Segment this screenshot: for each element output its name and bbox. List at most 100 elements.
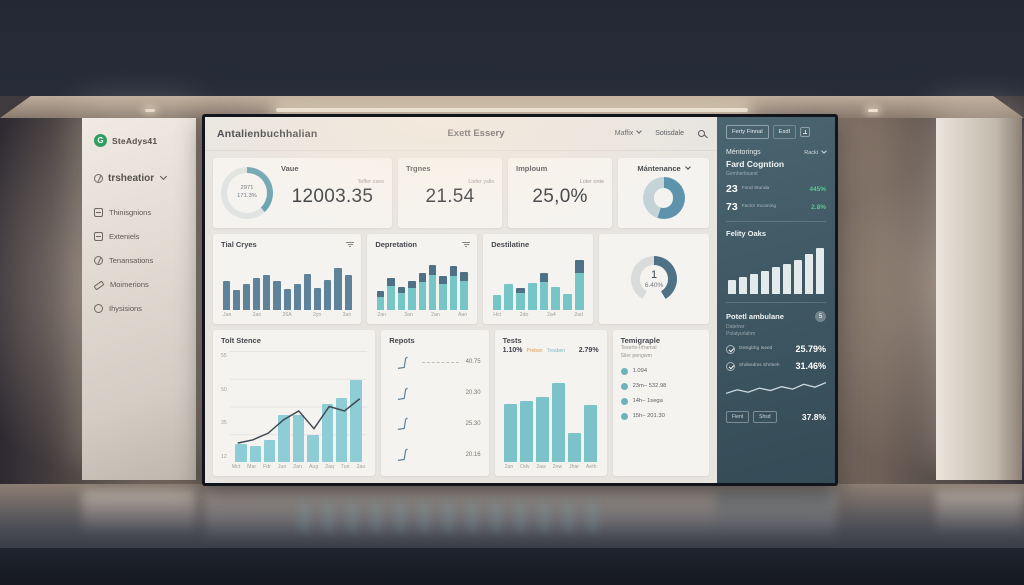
stat-value: 23 [726,183,738,195]
right-panel: Ferty Finnal Exdl Méntorings Racki Fard … [717,117,835,483]
led-light-strip [276,108,748,112]
filter-icon[interactable] [346,242,355,247]
header-dropdown[interactable]: Maffix [615,128,643,137]
tests-label-2: Treaben [546,347,566,354]
legend-dot-icon [620,412,628,420]
section-subheading: Gemherbsarst [726,171,758,177]
mentorings-title: Méntorings [726,149,761,156]
chart-title: Tolt Stence [221,336,261,345]
chevron-down-icon [821,147,827,154]
screen-reflection [204,490,836,540]
tab-exdl[interactable]: Exdl [772,125,796,139]
stat-row: 23 Fond Stunda 445% [726,183,826,195]
kpi-sublabel: Teffer cses [357,179,384,185]
tab-ferty-finnal[interactable]: Ferty Finnal [726,125,769,139]
potetl-row: Desigbhg Iseed 25.79% [726,344,826,354]
right-wall-panel [936,118,1022,480]
sidebar-item-label: Tenansations [109,256,154,265]
kpi-card-trgnes: Trgnes Lisfer yslis 21.54 [397,158,503,228]
tests-right-percent: 2.79% [578,347,599,354]
kpi-value: 25,0% [532,186,588,207]
potetl-row: Shdsedms Shrtseh 31.46% [726,361,826,371]
felity-oaks-bar-chart [726,242,826,294]
page-title: Antalienbuchhalian [217,127,318,140]
stat-label: Fond Stunda [741,185,770,191]
divider [726,302,826,303]
sidebar-item-tenansations[interactable]: Tenansations [94,256,184,265]
card-subtitle: Siler pengwm [620,352,652,359]
chart-title: Tial Cryes [221,240,257,249]
sidebar-item-ihysisions[interactable]: Ihysisions [94,304,184,313]
destilatine-stacked-chart: Hct 2do 2a4 2ad [491,252,585,318]
chart-bars-reflection [300,498,600,532]
tests-stats-row: 1.10% Preban Treaben 2.79% [503,347,599,354]
stat-delta: 2.8% [811,203,826,211]
mantenance-dropdown[interactable]: Mántenance [626,163,701,173]
gauge-percent: 6.40% [644,281,664,289]
stat-delta: 445% [809,185,826,193]
potetl-subtitle: Polatyurlahm [726,331,756,337]
mantenance-donut-chart [642,177,685,219]
right-panel-reflection [936,490,1022,536]
sidebar-item-label: Exteniels [109,232,140,241]
stat-row: 73 Factor Incoming 2.8% [726,201,826,213]
potetl-header: Potetl ambulane 5 [726,311,826,322]
chevron-down-icon [636,128,643,134]
racki-dropdown[interactable]: Racki [804,147,827,156]
header-link[interactable]: Sotisdale [655,130,684,137]
sidebar-item-exteniels[interactable]: Exteniels [94,232,184,241]
kpi-row: 2971 171.3% Vaue Teffer cses 12003.35 Tr… [213,158,709,228]
sidebar-item-label: Ihysisions [109,304,142,313]
stat-value: 73 [726,201,738,213]
gauge-chart: 1 6.40% [631,256,678,302]
clock-icon [94,304,103,313]
sidebar-item-moimerions[interactable]: Moimerions [94,280,184,289]
chart-card-depretation: Depretation 2an 3an 2an Aan [367,234,478,324]
tolt-stence-combo-chart: 55 50 35 12 Mct Mar Fdr Jun 2an Aug 2aq 7un 2au [221,351,368,470]
legend-label: 23m– 532.98 [632,383,667,390]
kpi-value: 21.54 [425,186,475,207]
row-label: Desigbhg Iseed [739,345,773,351]
vaue-ring-chart: 2971 171.3% [221,167,273,219]
kpi-card-mantenance: Mántenance [618,158,709,228]
dropdown-label: Racki [804,149,818,156]
potetl-title: Potetl ambulane [726,312,784,321]
check-circle-icon [726,344,735,354]
legend-item: 14h– 1sega [620,397,701,405]
section-heading: Fard Cogntion [726,159,785,169]
legend-item: 15h– 201.30 [620,412,701,420]
kpi-label: Trgnes [405,164,431,173]
dark-panel-reflection [716,490,834,534]
search-icon[interactable] [698,130,705,137]
ring-percent: 171.3% [237,193,257,199]
gauge-card: 1 6.40% [599,234,709,324]
chart-card-tests: Tests 1.10% Preban Treaben 2.79% 2an Odv 2… [494,330,607,476]
kpi-sublabel: Lisfer yslis [468,179,495,185]
account-label: trsheatior [108,173,155,184]
downlight-left [145,109,155,112]
shsd-button[interactable]: Shsd [753,411,777,423]
ring-value: 2971 [240,185,254,192]
potetl-footer: Fient Shsd 37.8% [726,411,826,423]
logo-text: SteAdys41 [112,135,158,146]
legend-item: 1.094 [620,367,701,375]
kpi-value: 12003.35 [291,186,374,207]
gauge-value: 1 [650,268,658,281]
sidebar-reflection [82,490,196,536]
chart-title: Destilatine [491,240,530,249]
chart-card-tolt-stence: Tolt Stence 55 50 35 12 Mct Mar Fdr Jun 2an Aug 2a… [213,330,376,476]
sidebar-item-label: Moimerions [110,280,149,289]
bottom-chart-row: Tolt Stence 55 50 35 12 Mct Mar Fdr Jun 2an Aug 2a… [213,330,709,476]
fient-button[interactable]: Fient [726,411,750,423]
footer-value: 37.8% [801,412,826,422]
account-selector[interactable]: trsheatior [94,172,184,184]
sidebar-item-thinisgnions[interactable]: Thinisgnions [94,208,184,217]
filter-icon[interactable] [462,242,471,247]
download-icon[interactable] [799,127,810,137]
legend-item: 23m– 532.98 [620,382,701,390]
pencil-icon [94,280,104,289]
chart-card-repots: Repots 40.75 20.30 25.30 20.16 [381,330,489,476]
kpi-sublabel: Loler onte [579,179,605,185]
legend-label: 14h– 1sega [632,398,663,405]
floor [0,484,1024,548]
